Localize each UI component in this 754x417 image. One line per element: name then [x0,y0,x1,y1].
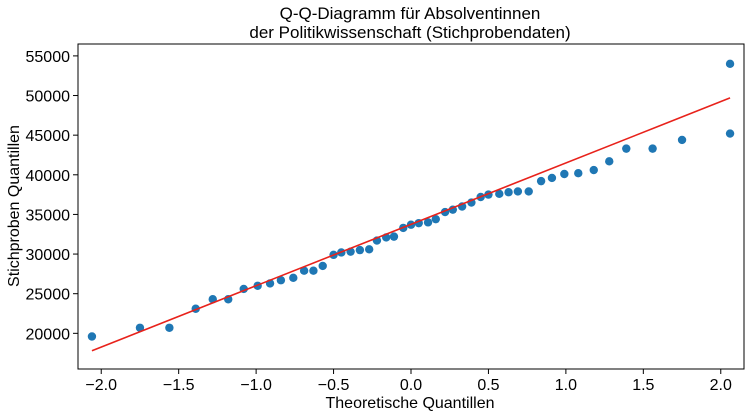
data-point [364,245,374,254]
x-tick-label: −1.5 [163,377,195,394]
data-point [299,266,309,275]
x-tick-label: −0.5 [318,377,350,394]
x-tick-label: 1.0 [555,377,577,394]
data-point [589,165,598,175]
data-point [574,169,583,178]
data-point-outlier [725,59,735,69]
data-point [622,144,631,153]
data-point [318,261,327,271]
data-point [289,273,298,283]
data-point [504,188,513,197]
data-point [389,232,399,241]
data-point [605,157,614,166]
y-tick-label: 30000 [26,247,71,264]
data-point [536,176,546,186]
x-tick-label: 0.5 [477,377,499,394]
data-point [309,266,318,275]
chart-title-line-1: Q-Q-Diagramm für Absolventinnen [280,4,541,23]
x-axis-label: Theoretische Quantillen [326,395,495,412]
data-point [725,129,735,138]
data-point [524,187,533,196]
y-tick-label: 20000 [26,326,71,343]
chart-title-line-2: der Politikwissenschaft (Stichprobendate… [249,23,570,42]
plot-frame [77,43,745,370]
data-point [648,144,657,153]
y-tick-label: 35000 [26,207,71,224]
data-point [165,323,174,332]
data-point [677,135,687,145]
y-tick-label: 45000 [26,128,71,145]
x-tick-label: 1.5 [632,377,654,394]
x-tick-label: 0.0 [400,377,422,394]
y-tick-label: 50000 [26,89,71,106]
data-point [276,276,286,285]
x-tick-label: 2.0 [710,377,732,394]
reference-line [91,97,731,352]
data-point [87,332,97,341]
y-axis-label: Stichproben Quantillen [6,125,23,287]
data-point [423,218,433,227]
data-point [135,323,145,332]
data-point [495,189,504,199]
data-point [431,214,440,224]
data-point [547,173,557,183]
x-tick-label: −1.0 [240,377,272,394]
y-tick-label: 55000 [26,49,71,66]
data-point [560,169,569,179]
plot-area: −2.0 −1.5 −1.0 −0.5 0.0 0.5 1.0 1.5 2.0 20000 2500… [26,43,745,394]
data-point [513,187,523,196]
x-tick-label: −2.0 [85,377,117,394]
y-tick-label: 25000 [26,287,71,304]
y-tick-label: 40000 [26,168,71,185]
data-point [355,245,365,255]
